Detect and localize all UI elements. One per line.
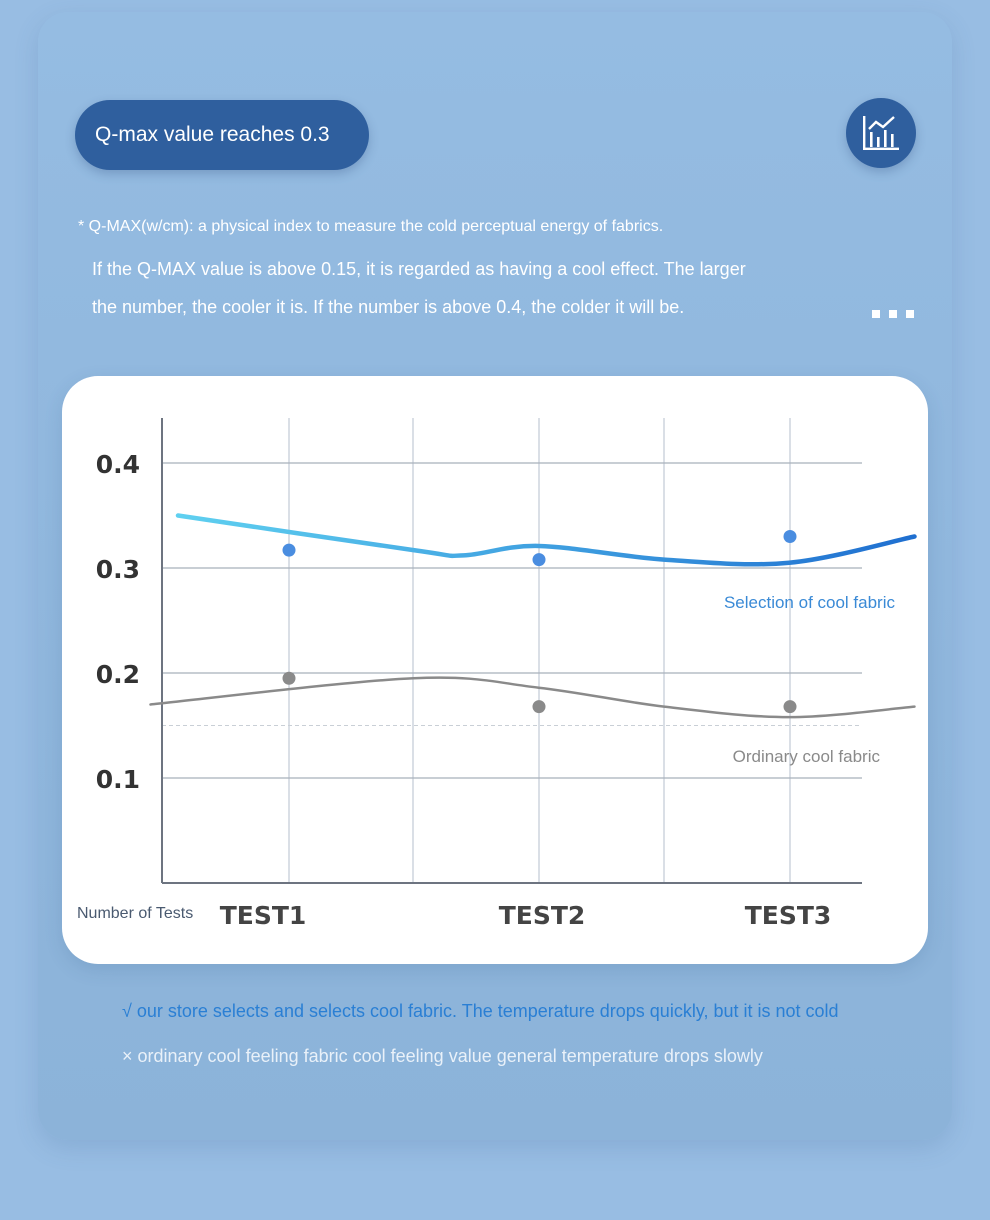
y-tick-label: 0.3 xyxy=(96,555,140,584)
ordinary-fabric-line xyxy=(149,676,916,719)
x-tick-label: TEST2 xyxy=(499,901,586,930)
qmax-explanation-line2: the number, the cooler it is. If the num… xyxy=(92,297,685,317)
chart-card: 0.1 0.2 0.3 0.4 TEST1 TEST2 TEST3 Number of Tes… xyxy=(62,376,928,964)
ordinary-fabric-point xyxy=(783,700,797,714)
more-dots-icon xyxy=(870,310,918,320)
y-tick-label: 0.2 xyxy=(96,660,140,689)
bar-chart-icon xyxy=(846,98,916,168)
comparison-line: × ordinary cool feeling fabric cool feel… xyxy=(122,1046,763,1066)
cool-fabric-line xyxy=(175,513,917,567)
qmax-explanation-line1: If the Q-MAX value is above 0.15, it is … xyxy=(92,259,746,279)
ordinary-fabric-label: Ordinary cool fabric xyxy=(733,747,881,766)
cool-fabric-point xyxy=(532,553,546,567)
y-tick-label: 0.4 xyxy=(96,450,140,479)
y-tick-label: 0.1 xyxy=(96,765,140,794)
cool-fabric-point xyxy=(282,543,296,557)
qmax-definition: * Q-MAX(w/cm): a physical index to measu… xyxy=(78,218,664,235)
advantage-line: √ our store selects and selects cool fab… xyxy=(122,1001,839,1021)
line-chart: 0.1 0.2 0.3 0.4 TEST1 TEST2 TEST3 Number of Tes… xyxy=(77,418,917,930)
ordinary-fabric-point xyxy=(532,700,546,714)
headline-pill: Q-max value reaches 0.3 xyxy=(75,100,369,170)
cool-fabric-point xyxy=(783,530,797,543)
cool-fabric-label: Selection of cool fabric xyxy=(724,593,896,612)
x-tick-label: TEST3 xyxy=(745,901,832,930)
headline-text: Q-max value reaches 0.3 xyxy=(95,123,330,146)
x-tick-label: TEST1 xyxy=(220,901,307,930)
ordinary-fabric-point xyxy=(282,671,296,685)
x-axis-title: Number of Tests xyxy=(77,905,193,922)
